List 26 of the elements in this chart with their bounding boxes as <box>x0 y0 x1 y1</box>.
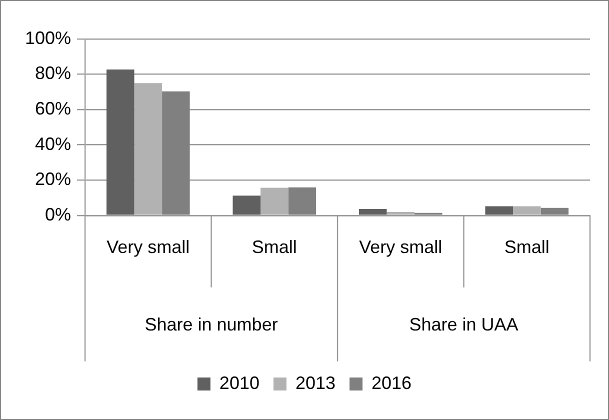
bar <box>386 212 415 215</box>
legend-label: 2010 <box>219 372 260 393</box>
x-tick-label: Very small <box>359 237 442 258</box>
bar <box>162 91 190 215</box>
bar <box>512 206 541 215</box>
y-tick-label: 60% <box>35 98 72 119</box>
bar <box>260 188 288 215</box>
y-tick-label: 20% <box>35 169 72 190</box>
bar <box>485 206 513 215</box>
bar <box>288 187 316 215</box>
x-tick-label: Very small <box>106 237 190 258</box>
bar <box>540 208 569 215</box>
x-tick-label: Small <box>252 237 297 258</box>
bar <box>134 83 162 215</box>
bar <box>106 70 134 215</box>
text: Share in number <box>144 314 278 334</box>
x-tick-label: Small <box>504 237 550 258</box>
y-tick-label: 0% <box>45 204 72 224</box>
legend-label: 2016 <box>372 372 412 393</box>
legend-label: 2013 <box>295 372 336 393</box>
bar <box>358 209 387 215</box>
y-tick-label: 40% <box>35 134 72 154</box>
bar <box>232 196 261 215</box>
text: Share in UAA <box>409 314 518 334</box>
y-tick-label: 80% <box>35 63 72 84</box>
y-tick-label: 100% <box>24 28 72 48</box>
